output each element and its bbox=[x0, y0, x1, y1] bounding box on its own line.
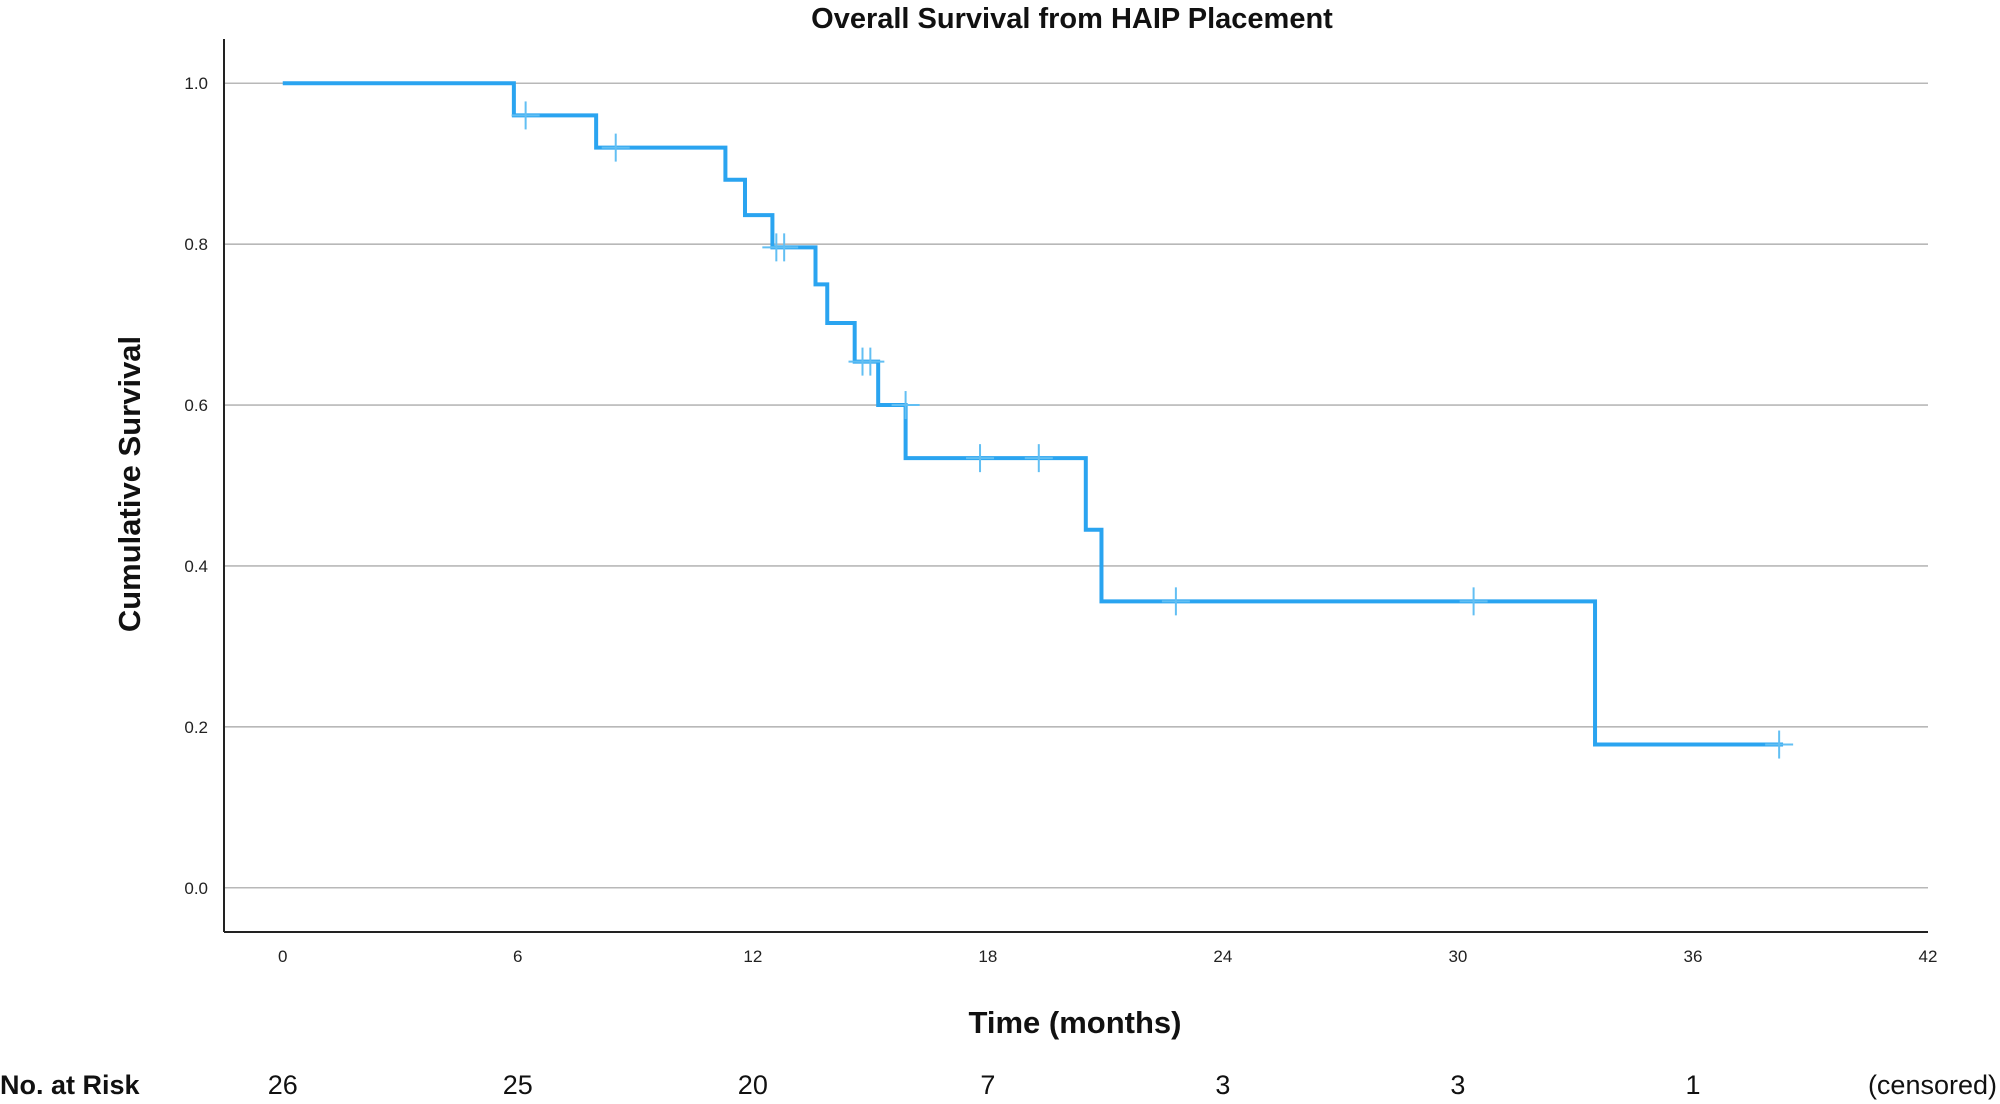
y-tick-labels: 0.0 0.2 0.4 0.6 0.8 1.0 bbox=[184, 74, 208, 898]
censor-mark bbox=[891, 391, 920, 420]
y-axis-title: Cumulative Survival bbox=[112, 336, 147, 632]
censor-mark bbox=[1024, 444, 1053, 473]
x-tick-label: 18 bbox=[978, 947, 997, 966]
risk-count: 20 bbox=[738, 1070, 768, 1100]
censor-mark bbox=[1459, 587, 1488, 616]
censor-mark bbox=[770, 233, 799, 262]
risk-count: 3 bbox=[1215, 1070, 1230, 1100]
gridlines bbox=[224, 82, 1928, 889]
x-axis-title: Time (months) bbox=[969, 1005, 1182, 1040]
y-tick-label: 0.2 bbox=[184, 718, 208, 737]
censor-mark bbox=[601, 133, 630, 162]
censor-mark bbox=[1765, 730, 1794, 759]
chart-title: Overall Survival from HAIP Placement bbox=[811, 3, 1333, 35]
axes bbox=[223, 39, 1928, 933]
y-tick-label: 0.0 bbox=[184, 879, 208, 898]
risk-count: 1 bbox=[1685, 1070, 1700, 1100]
censor-mark bbox=[966, 444, 995, 473]
x-tick-labels: 0 6 12 18 24 30 36 42 bbox=[278, 947, 1937, 966]
censor-mark bbox=[511, 101, 540, 130]
censor-mark bbox=[1161, 587, 1190, 616]
y-tick-label: 0.6 bbox=[184, 396, 208, 415]
censor-mark bbox=[856, 347, 885, 376]
y-tick-label: 0.8 bbox=[184, 235, 208, 254]
y-tick-label: 0.4 bbox=[184, 557, 208, 576]
censor-marks bbox=[511, 101, 1794, 759]
x-tick-label: 6 bbox=[513, 947, 522, 966]
risk-table-label: No. at Risk bbox=[0, 1070, 141, 1100]
x-tick-label: 42 bbox=[1919, 947, 1938, 966]
x-tick-label: 12 bbox=[743, 947, 762, 966]
risk-table-tail-label: (censored) bbox=[1868, 1070, 1997, 1100]
y-tick-label: 1.0 bbox=[184, 74, 208, 93]
x-tick-label: 0 bbox=[278, 947, 287, 966]
survival-step-line bbox=[282, 81, 1784, 747]
risk-count: 3 bbox=[1450, 1070, 1465, 1100]
risk-count: 25 bbox=[503, 1070, 533, 1100]
risk-count: 7 bbox=[980, 1070, 995, 1100]
x-tick-label: 36 bbox=[1684, 947, 1703, 966]
x-tick-label: 30 bbox=[1448, 947, 1467, 966]
risk-table-counts: 26 25 20 7 3 3 1 bbox=[268, 1070, 1701, 1100]
risk-count: 26 bbox=[268, 1070, 298, 1100]
x-tick-label: 24 bbox=[1213, 947, 1232, 966]
survival-curve bbox=[282, 81, 1784, 747]
